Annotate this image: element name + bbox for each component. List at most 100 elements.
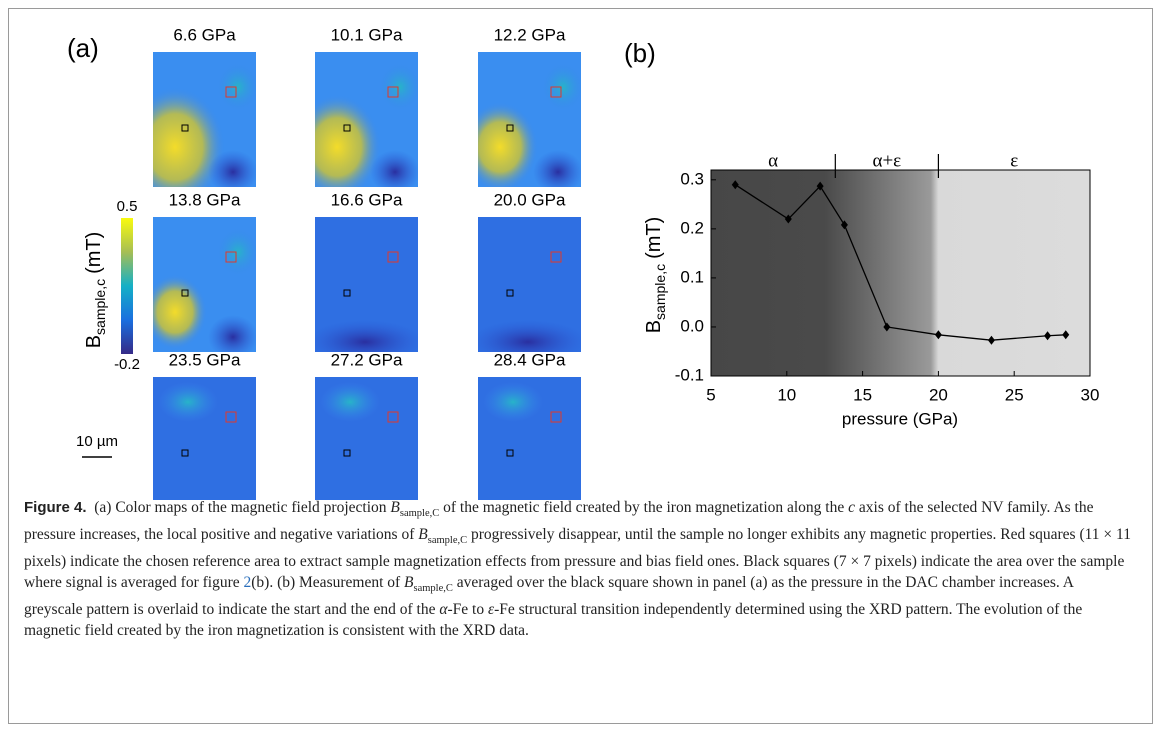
reference-square [550,86,562,98]
map-label: 27.2 GPa [331,350,403,369]
figure-frame [8,8,1153,724]
reference-square [550,251,562,263]
data-point [934,330,942,340]
caption-text: -Fe structural transition independently … [24,601,1083,640]
color-map [478,217,581,352]
reference-square [225,86,237,98]
average-square [506,449,514,457]
map-image [153,217,256,352]
color-map [153,52,256,187]
data-point [731,180,739,190]
map-feature [216,227,256,277]
color-map [153,377,256,500]
scale-bar-label: 10 µm [76,433,118,450]
y-tick-label: 0.1 [680,267,704,286]
average-square [506,124,514,132]
color-map [478,377,581,500]
map-image [315,217,418,352]
map-feature [541,62,581,112]
map-label: 12.2 GPa [494,25,566,44]
map-feature [208,315,256,352]
caption-text: axis of the selected NV family. As the p… [24,499,1094,544]
caption-subscript: sample,C [427,535,468,547]
caption-text: averaged over the black square shown in … [24,574,1074,619]
average-square [181,124,189,132]
caption-symbol: ε [487,601,495,619]
map-label: 6.6 GPa [173,25,236,44]
data-point [883,322,891,332]
color-map [315,377,418,500]
reference-square [387,251,399,263]
panel-label: (a) [67,33,99,63]
map-image [153,377,256,500]
map-image [478,217,581,352]
caption-text: progressively disappear, until the sampl… [24,526,1131,592]
average-square [343,289,351,297]
caption-text: -Fe to [447,601,488,619]
map-feature [315,94,381,187]
map-feature [208,150,256,187]
x-tick-label: 25 [1005,385,1024,404]
average-square [181,289,189,297]
data-point [1062,330,1070,340]
x-tick-label: 30 [1081,385,1100,404]
panel-label: (b) [624,38,656,68]
region-label: ε [1010,150,1018,171]
map-label: 16.6 GPa [331,190,403,209]
caption: Figure 4. (a) Color maps of the magnetic… [24,497,1134,641]
data-point [987,335,995,345]
caption-symbol: B [404,574,414,592]
map-label: 10.1 GPa [331,25,403,44]
map-image [478,52,581,187]
color-map [315,217,418,352]
map-feature [153,87,225,187]
average-square [181,449,189,457]
map-label: 20.0 GPa [494,190,566,209]
caption-label: Figure 4. [24,499,87,516]
caption-symbol: B [390,499,400,516]
reference-square [225,411,237,423]
caption-text: (a) Color maps of the magnetic field pro… [94,499,391,516]
map-feature [315,320,418,352]
y-axis-label: Bsample,c(mT) [643,217,667,334]
caption-subscript: sample,C [399,508,440,520]
map-feature [320,382,380,422]
x-tick-label: 5 [706,385,715,404]
region-label: α [768,150,778,171]
map-feature [216,62,256,112]
x-tick-label: 10 [777,385,796,404]
map-feature [370,150,418,187]
average-square [506,289,514,297]
map-feature [483,382,543,422]
caption-subscript: sample,C [413,583,453,595]
map-feature [478,320,581,352]
color-map [478,52,581,187]
reference-square [387,411,399,423]
region-label: α+ε [873,150,902,171]
map-feature [153,274,207,350]
figure-link[interactable]: 2 [243,574,252,592]
caption-symbol: B [418,526,428,544]
x-tick-label: 15 [853,385,872,404]
data-point [840,220,848,230]
map-image [153,52,256,187]
reference-square [225,251,237,263]
colorbar-tick-label: -0.2 [114,356,140,373]
map-image [315,52,418,187]
phase-background [711,170,1090,376]
map-label: 23.5 GPa [169,350,241,369]
y-tick-label: 0.2 [680,218,704,237]
plot-frame [710,169,1091,377]
colorbar [121,218,133,354]
color-map [315,52,418,187]
reference-square [550,411,562,423]
map-label: 28.4 GPa [494,350,566,369]
x-axis-label: pressure (GPa) [842,409,958,428]
map-feature [478,102,538,187]
x-tick-label: 20 [929,385,948,404]
y-tick-label: 0.3 [680,169,704,188]
map-label: 13.8 GPa [169,190,241,209]
caption-symbol: c [848,499,856,516]
data-point [1044,331,1052,341]
